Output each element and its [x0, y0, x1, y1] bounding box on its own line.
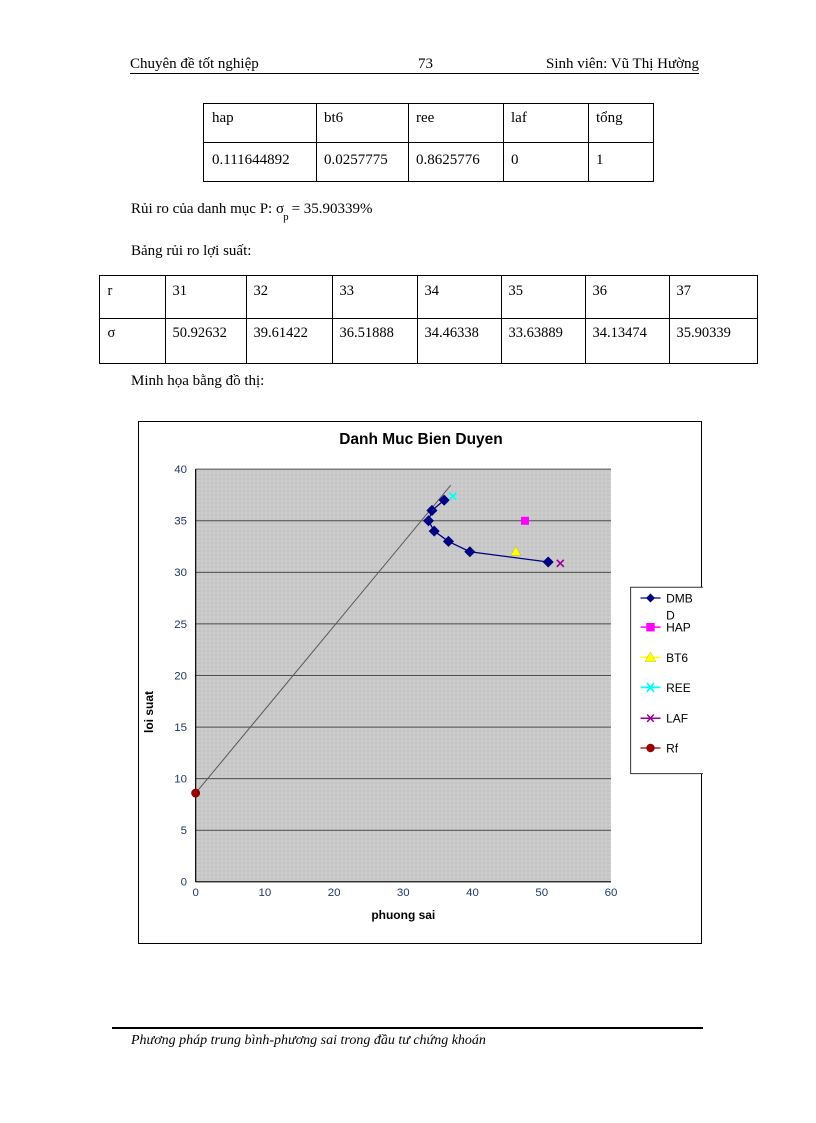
svg-text:35: 35 — [174, 515, 187, 527]
svg-text:15: 15 — [174, 722, 187, 734]
svg-text:25: 25 — [174, 619, 187, 631]
svg-text:0: 0 — [181, 876, 187, 888]
svg-text:30: 30 — [397, 887, 410, 899]
svg-text:50: 50 — [535, 887, 548, 899]
svg-text:30: 30 — [174, 567, 187, 579]
svg-text:BT6: BT6 — [666, 650, 688, 664]
svg-text:20: 20 — [328, 887, 341, 899]
svg-text:DMB: DMB — [666, 591, 693, 605]
svg-text:40: 40 — [174, 464, 187, 476]
svg-text:REE: REE — [666, 680, 691, 694]
svg-text:0: 0 — [192, 887, 198, 899]
svg-text:5: 5 — [181, 825, 187, 837]
svg-text:Rf: Rf — [666, 741, 679, 755]
svg-text:40: 40 — [466, 887, 479, 899]
svg-text:HAP: HAP — [666, 620, 691, 634]
svg-text:20: 20 — [174, 670, 187, 682]
svg-text:60: 60 — [605, 887, 618, 899]
svg-text:Danh Muc Bien Duyen: Danh Muc Bien Duyen — [339, 431, 502, 448]
svg-text:10: 10 — [174, 773, 187, 785]
svg-text:LAF: LAF — [666, 711, 688, 725]
svg-text:10: 10 — [258, 887, 271, 899]
svg-text:loi suat: loi suat — [142, 691, 156, 733]
svg-text:phuong sai: phuong sai — [371, 908, 435, 922]
